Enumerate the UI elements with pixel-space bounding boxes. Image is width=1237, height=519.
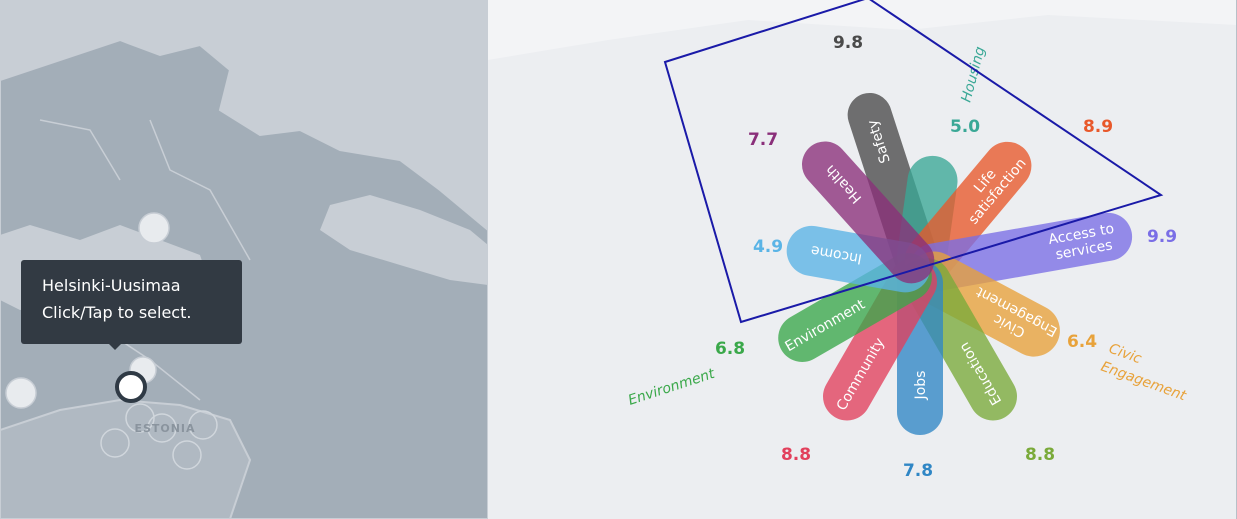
score-health: 7.7 xyxy=(748,130,778,150)
score-civic: 6.4 xyxy=(1067,332,1097,352)
petal-scores: 9.8 5.0 8.9 9.9 6.4 8.8 7.8 8.8 6.8 4.9 7.7 xyxy=(715,33,1177,481)
country-label: ESTONIA xyxy=(134,422,195,435)
tooltip-hint: Click/Tap to select. xyxy=(42,303,192,322)
region-marker[interactable] xyxy=(100,428,130,458)
region-tooltip: Helsinki-Uusimaa Click/Tap to select. xyxy=(21,260,242,344)
petal-health[interactable] xyxy=(793,132,944,293)
score-community: 8.8 xyxy=(781,445,811,465)
region-marker[interactable] xyxy=(5,377,37,409)
petal-label-line: Jobs xyxy=(913,371,929,401)
region-marker[interactable] xyxy=(188,410,218,440)
land-mass-estonia xyxy=(0,398,252,519)
region-marker[interactable] xyxy=(125,403,155,433)
flower-petals xyxy=(778,92,1133,435)
score-jobs: 7.8 xyxy=(903,461,933,481)
tooltip-region-name: Helsinki-Uusimaa xyxy=(42,276,181,295)
region-marker[interactable] xyxy=(147,413,177,443)
score-safety: 9.8 xyxy=(833,33,863,53)
petal-label-jobs: Jobs xyxy=(913,371,929,401)
region-map[interactable]: ESTONIA Helsinki-Uusimaa Click/Tap to se… xyxy=(0,0,488,519)
score-housing: 5.0 xyxy=(950,117,980,137)
tooltip-arrow xyxy=(108,343,122,350)
score-access: 9.9 xyxy=(1147,227,1177,247)
region-marker[interactable] xyxy=(172,440,202,470)
region-marker[interactable] xyxy=(138,212,170,244)
score-income: 4.9 xyxy=(753,237,783,257)
selected-region-marker[interactable] xyxy=(115,371,147,403)
score-life: 8.9 xyxy=(1083,117,1113,137)
annotation-box xyxy=(663,0,1164,324)
wellbeing-flower-panel: Safety Lifesatisfaction Access toservices C… xyxy=(488,0,1237,519)
score-education: 8.8 xyxy=(1025,445,1055,465)
water-inlet xyxy=(320,195,488,285)
map-svg[interactable]: ESTONIA xyxy=(0,0,488,519)
score-environment: 6.8 xyxy=(715,339,745,359)
